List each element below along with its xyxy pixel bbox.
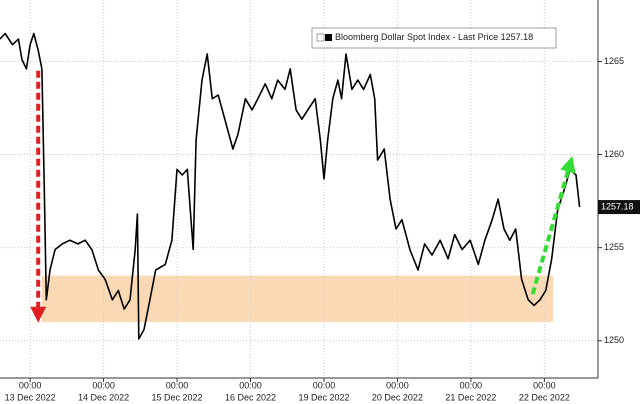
- x-tick-date: 13 Dec 2022: [5, 392, 56, 402]
- y-tick-label: 1265: [604, 56, 624, 66]
- x-tick-label: 00:00: [313, 380, 336, 390]
- x-tick-date: 20 Dec 2022: [372, 392, 423, 402]
- y-tick-label: 1260: [604, 149, 624, 159]
- arrow: [530, 156, 576, 295]
- x-tick-date: 15 Dec 2022: [152, 392, 203, 402]
- legend-name: Bloomberg Dollar Spot Index - Last Price: [335, 32, 498, 42]
- x-tick-label: 00:00: [533, 380, 556, 390]
- legend-icon: [316, 33, 325, 42]
- y-tick-label: 1250: [604, 335, 624, 345]
- legend: Bloomberg Dollar Spot Index - Last Price…: [311, 27, 557, 49]
- highlight-band: [41, 275, 554, 323]
- last-price-box: [598, 200, 640, 215]
- x-tick-label: 00:00: [19, 380, 42, 390]
- legend-swatch: [325, 34, 332, 41]
- legend-last: 1257.18: [501, 32, 534, 42]
- x-tick-label: 00:00: [166, 380, 189, 390]
- y-tick-label: 1255: [604, 242, 624, 252]
- x-tick-date: 22 Dec 2022: [519, 392, 570, 402]
- x-tick-date: 14 Dec 2022: [78, 392, 129, 402]
- legend-label: Bloomberg Dollar Spot Index - Last Price…: [335, 32, 533, 42]
- price-line: [0, 32, 581, 340]
- x-tick-label: 00:00: [386, 380, 409, 390]
- x-tick-date: 21 Dec 2022: [445, 392, 496, 402]
- last-price-label: 1257.18: [601, 201, 634, 211]
- x-tick-date: 16 Dec 2022: [225, 392, 276, 402]
- x-tick-date: 19 Dec 2022: [298, 392, 349, 402]
- x-tick-label: 00:00: [92, 380, 115, 390]
- legend-box: [311, 27, 557, 49]
- x-tick-label: 00:00: [239, 380, 262, 390]
- x-tick-label: 00:00: [460, 380, 483, 390]
